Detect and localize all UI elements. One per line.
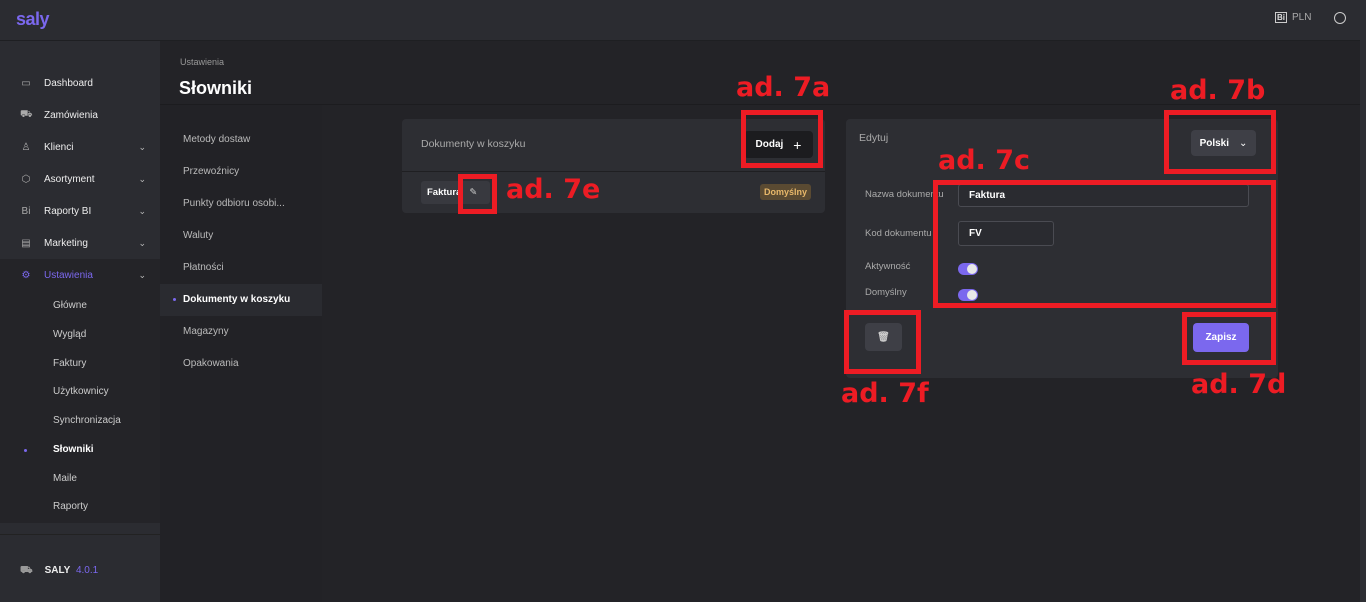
- cart-icon: ⛟: [20, 565, 33, 576]
- dict-nav-dokumenty-w-koszyku[interactable]: Dokumenty w koszyku: [183, 294, 291, 305]
- divider: [160, 104, 1360, 105]
- subitem-faktury[interactable]: Faktury: [53, 358, 87, 369]
- sidebar-item-marketing[interactable]: ▤ Marketing ⌄: [0, 227, 160, 259]
- dict-nav-active-bg: [160, 284, 322, 316]
- subitem-glowne[interactable]: Główne: [53, 300, 87, 311]
- annotation-box-7a: [741, 110, 823, 168]
- dict-nav-platnosci[interactable]: Płatności: [183, 262, 224, 273]
- divider: [0, 534, 160, 535]
- active-label: Aktywność: [865, 261, 911, 272]
- sidebar-item-dashboard[interactable]: ▭ Dashboard: [0, 67, 160, 99]
- dict-nav-magazyny[interactable]: Magazyny: [183, 326, 229, 337]
- annotation-7d: ad. 7d: [1191, 369, 1287, 400]
- sidebar-item-klienci[interactable]: ♙ Klienci ⌄: [0, 131, 160, 163]
- code-label: Kod dokumentu: [865, 228, 932, 239]
- active-dot: [24, 449, 27, 452]
- dict-nav-metody-dostaw[interactable]: Metody dostaw: [183, 134, 251, 145]
- breadcrumb[interactable]: Ustawienia: [180, 57, 225, 67]
- annotation-box-7d: [1182, 312, 1276, 365]
- logo[interactable]: saly: [16, 9, 50, 29]
- save-button[interactable]: Zapisz: [1193, 323, 1249, 352]
- chevron-down-icon: ⌄: [138, 205, 146, 216]
- dict-nav-opakowania[interactable]: Opakowania: [183, 358, 239, 369]
- monitor-icon: ▭: [21, 77, 31, 89]
- dictionary-nav: Metody dostaw Przewoźnicy Punkty odbioru…: [160, 105, 322, 602]
- subitem-wyglad[interactable]: Wygląd: [53, 329, 87, 340]
- default-label: Domyślny: [865, 287, 907, 298]
- sidebar-item-asortyment[interactable]: ⬡ Asortyment ⌄: [0, 163, 160, 195]
- page-title: Słowniki: [179, 78, 253, 98]
- user-icon: ♙: [21, 141, 31, 153]
- label: Ustawienia: [44, 269, 93, 281]
- name-label: Nazwa dokumentu: [865, 189, 944, 200]
- language-label: Polski: [1199, 137, 1230, 149]
- add-button[interactable]: Dodaj +: [744, 131, 813, 158]
- chevron-down-icon: ⌄: [138, 141, 146, 152]
- language-select[interactable]: Polski ⌄: [1191, 130, 1256, 156]
- add-label: Dodaj: [755, 139, 784, 150]
- gear-icon: ⚙: [21, 269, 31, 281]
- annotation-box-7e: [458, 174, 497, 214]
- settings-submenu: [0, 290, 160, 523]
- version-number: 4.0.1: [75, 565, 99, 576]
- trash-icon: 🗑: [877, 331, 890, 343]
- annotation-7b: ad. 7b: [1170, 75, 1266, 106]
- sidebar-item-ustawienia[interactable]: ⚙ Ustawienia ⌄: [0, 259, 160, 291]
- list-item[interactable]: Faktura ✎: [421, 181, 490, 204]
- chevron-down-icon: ⌄: [138, 173, 146, 184]
- annotation-7f: ad. 7f: [841, 378, 929, 409]
- user-circle-icon[interactable]: [1334, 12, 1346, 24]
- app-name: SALY: [44, 565, 71, 576]
- plus-icon: +: [793, 136, 802, 153]
- annotation-box-7f: [844, 310, 921, 374]
- bi-icon: Bi: [21, 205, 31, 217]
- bi-icon: Bi: [1275, 12, 1287, 23]
- code-input[interactable]: FV: [958, 221, 1054, 246]
- default-badge: Domyślny: [760, 184, 812, 200]
- scrollbar[interactable]: [1360, 0, 1366, 602]
- cart-icon: ⛟: [20, 108, 33, 120]
- active-dot: [173, 298, 176, 301]
- sidebar-item-zamowienia[interactable]: ⛟ Zamówienia: [0, 99, 160, 131]
- top-bar: saly Bi PLN: [0, 0, 1366, 41]
- subitem-raporty[interactable]: Raporty: [53, 501, 89, 512]
- chevron-down-icon: ⌄: [138, 269, 146, 280]
- label: Marketing: [44, 237, 88, 249]
- active-toggle[interactable]: [958, 263, 978, 275]
- subitem-slowniki[interactable]: Słowniki: [53, 444, 94, 455]
- newspaper-icon: ▤: [21, 237, 31, 249]
- currency-label: PLN: [1292, 12, 1312, 23]
- subitem-synchronizacja[interactable]: Synchronizacja: [53, 415, 121, 426]
- label: Asortyment: [44, 173, 95, 185]
- card-title: Dokumenty w koszyku: [421, 138, 526, 150]
- label: Zamówienia: [44, 109, 98, 121]
- subitem-maile[interactable]: Maile: [53, 473, 77, 484]
- sidebar-item-raporty-bi[interactable]: Bi Raporty BI ⌄: [0, 195, 160, 227]
- annotation-box-7c: [933, 180, 1276, 308]
- label: Raporty BI: [44, 205, 92, 217]
- annotation-7a: ad. 7a: [736, 72, 831, 103]
- box-icon: ⬡: [21, 173, 31, 185]
- annotation-7c: ad. 7c: [938, 145, 1030, 176]
- dict-nav-waluty[interactable]: Waluty: [183, 230, 214, 241]
- divider: [402, 171, 825, 172]
- app-version: ⛟ SALY 4.0.1: [20, 565, 98, 578]
- label: Klienci: [44, 141, 74, 153]
- annotation-7e: ad. 7e: [506, 174, 601, 205]
- dict-nav-punkty-odbioru[interactable]: Punkty odbioru osobi...: [183, 198, 285, 209]
- dict-nav-przewoznicy[interactable]: Przewoźnicy: [183, 166, 240, 177]
- default-toggle[interactable]: [958, 289, 978, 301]
- chevron-down-icon: ⌄: [1239, 137, 1248, 149]
- label: Dashboard: [44, 77, 93, 89]
- pencil-icon[interactable]: ✎: [469, 187, 478, 198]
- chevron-down-icon: ⌄: [138, 237, 146, 248]
- annotation-box-7b: [1164, 110, 1276, 174]
- subitem-uzytkownicy[interactable]: Użytkownicy: [53, 386, 109, 397]
- item-name: Faktura: [427, 187, 462, 198]
- delete-button[interactable]: 🗑: [865, 323, 902, 351]
- card-title: Edytuj: [859, 132, 889, 144]
- currency-selector[interactable]: Bi PLN: [1275, 12, 1311, 23]
